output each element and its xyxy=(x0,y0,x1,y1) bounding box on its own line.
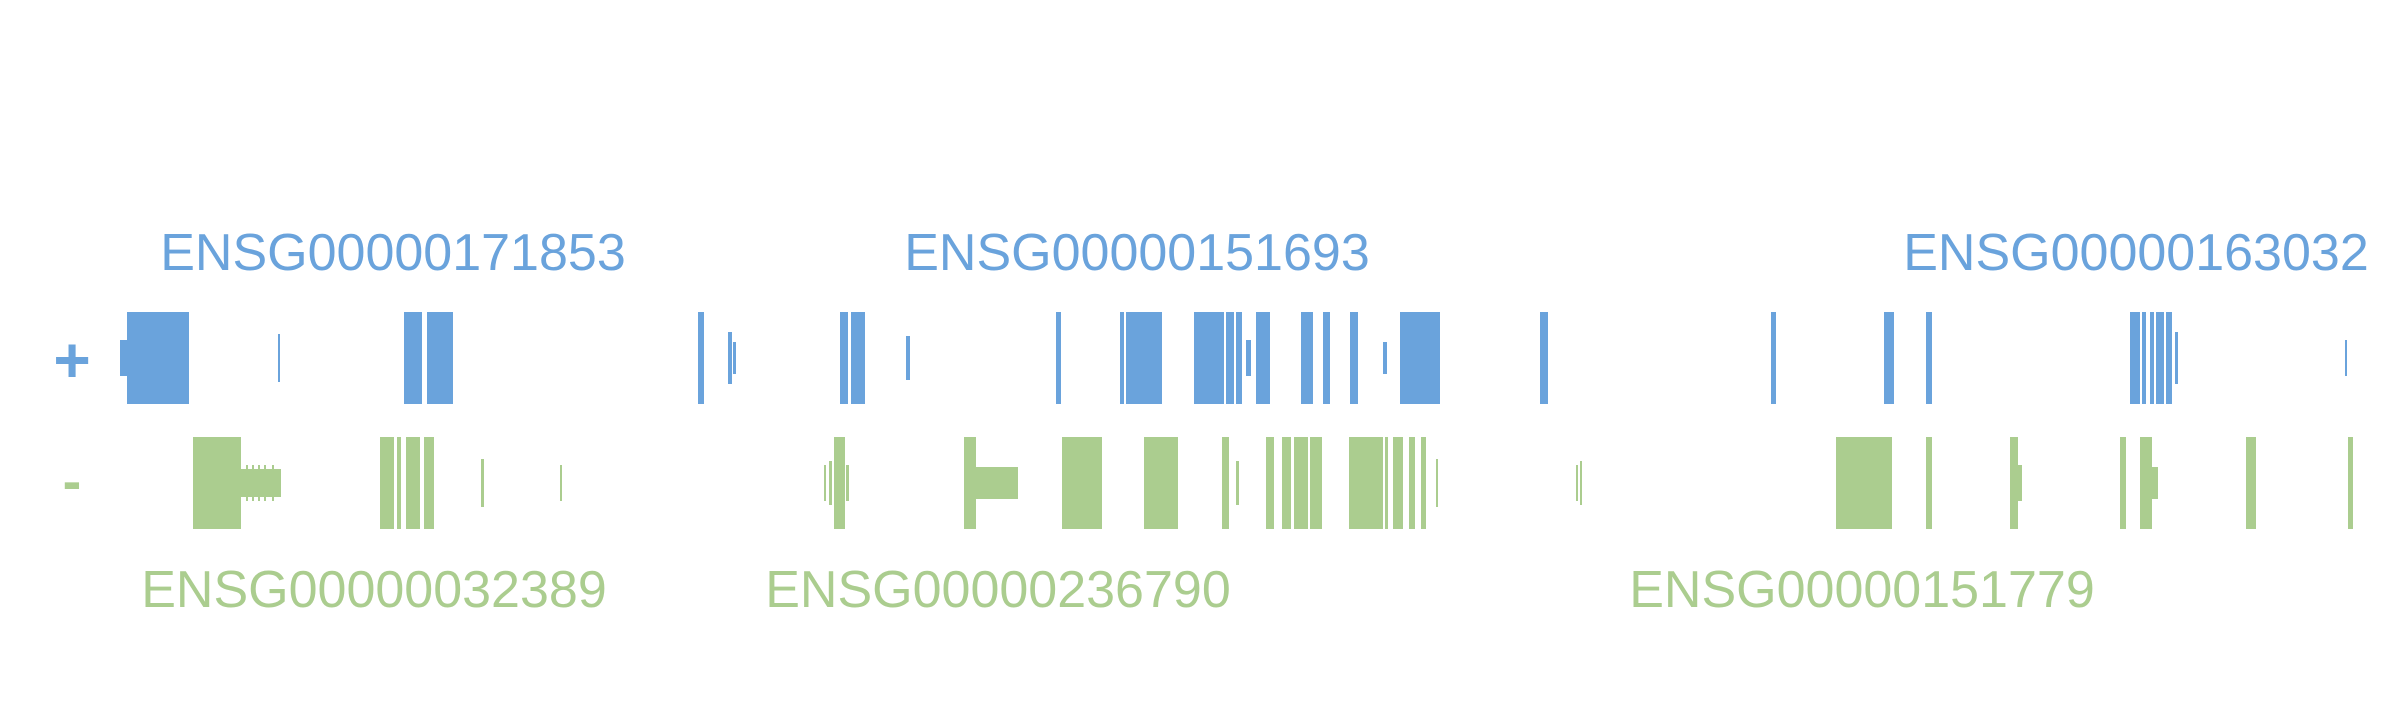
exon-block-minus xyxy=(846,465,849,501)
exon-block-minus xyxy=(1385,437,1388,529)
exon-block-plus xyxy=(1400,312,1440,404)
exon-block-minus xyxy=(560,465,562,501)
exon-block-plus xyxy=(851,312,865,404)
exon-block-minus xyxy=(1576,465,1578,501)
exon-block-minus xyxy=(1436,459,1438,507)
exon-block-minus xyxy=(829,461,832,505)
exon-block-plus xyxy=(2150,312,2154,404)
exon-block-plus xyxy=(906,336,910,380)
plus-strand-label: + xyxy=(53,324,90,396)
exon-block-plus xyxy=(1350,312,1358,404)
exon-block-minus xyxy=(2120,437,2126,529)
gene-label-minus: ENSG00000032389 xyxy=(141,561,607,619)
exon-block-plus xyxy=(698,312,704,404)
exon-block-plus xyxy=(2166,312,2172,404)
exon-block-plus xyxy=(1926,312,1932,404)
exon-block-plus xyxy=(278,334,280,382)
exon-block-minus xyxy=(1926,437,1932,529)
exon-block-plus xyxy=(1056,312,1061,404)
exon-block-plus xyxy=(2134,312,2140,404)
minus-strand-label: - xyxy=(63,449,82,512)
exon-block-minus xyxy=(1236,461,1239,505)
exon-block-minus xyxy=(2152,467,2158,499)
exon-block-plus xyxy=(2345,340,2347,376)
exon-block-plus xyxy=(1323,312,1330,404)
exon-block-minus xyxy=(2348,437,2353,529)
exon-block-minus xyxy=(258,465,260,501)
exon-block-minus xyxy=(2018,465,2022,501)
exon-block-plus xyxy=(2130,312,2134,404)
exon-block-plus xyxy=(1126,312,1162,404)
exon-block-plus xyxy=(1771,312,1776,404)
exon-block-minus xyxy=(1836,437,1892,529)
exon-block-minus xyxy=(1062,437,1102,529)
exon-block-plus xyxy=(2142,312,2146,404)
exon-block-minus xyxy=(1421,437,1426,529)
exon-block-plus xyxy=(1540,312,1548,404)
exon-block-minus xyxy=(380,437,394,529)
exon-block-minus xyxy=(406,437,420,529)
exon-block-plus xyxy=(427,312,453,404)
exon-block-minus xyxy=(976,467,1018,499)
exon-block-plus xyxy=(1226,312,1234,404)
exon-block-minus xyxy=(1310,437,1322,529)
exon-block-minus xyxy=(834,437,845,529)
exon-block-minus xyxy=(272,465,274,501)
exon-block-minus xyxy=(824,465,826,501)
exon-block-plus xyxy=(1383,342,1387,374)
exon-block-minus xyxy=(1144,437,1178,529)
exon-block-minus xyxy=(2140,437,2152,529)
exon-block-minus xyxy=(481,459,484,507)
exon-block-plus xyxy=(2156,312,2164,404)
gene-label-plus: ENSG00000171853 xyxy=(160,224,626,282)
exon-block-minus xyxy=(2246,437,2256,529)
gene-label-minus: ENSG00000151779 xyxy=(1629,561,2095,619)
exon-block-plus xyxy=(1301,312,1313,404)
exon-block-plus xyxy=(1256,312,1270,404)
exon-block-plus xyxy=(733,342,736,374)
exon-block-minus xyxy=(2010,437,2018,529)
gene-label-plus: ENSG00000163032 xyxy=(1903,224,2369,282)
plus-strand-exons xyxy=(120,312,2347,404)
exon-block-plus xyxy=(1246,340,1251,376)
exon-block-minus xyxy=(252,465,254,501)
exon-block-plus xyxy=(1120,312,1124,404)
exon-block-minus xyxy=(1266,437,1274,529)
gene-label-plus: ENSG00000151693 xyxy=(904,224,1370,282)
exon-block-plus xyxy=(127,312,189,404)
exon-block-minus xyxy=(1409,437,1415,529)
exon-block-minus xyxy=(193,437,241,529)
exon-block-minus xyxy=(1282,437,1291,529)
exon-block-minus xyxy=(1393,437,1403,529)
exon-block-minus xyxy=(1294,437,1308,529)
exon-block-minus xyxy=(1580,461,1582,505)
exon-block-plus xyxy=(1236,312,1242,404)
exon-block-plus xyxy=(1884,312,1894,404)
exon-block-minus xyxy=(246,465,248,501)
gene-label-minus: ENSG00000236790 xyxy=(765,561,1231,619)
exon-block-minus xyxy=(424,437,434,529)
exon-block-plus xyxy=(1194,312,1224,404)
exon-block-minus xyxy=(964,437,976,529)
exon-block-plus xyxy=(120,340,128,376)
exon-block-plus xyxy=(404,312,422,404)
exon-block-plus xyxy=(728,332,732,384)
exon-block-minus xyxy=(264,465,266,501)
exon-block-plus xyxy=(2175,332,2178,384)
exon-block-minus xyxy=(1222,437,1229,529)
minus-strand-exons xyxy=(193,437,2353,529)
exon-block-plus xyxy=(840,312,848,404)
exon-block-minus xyxy=(1349,437,1383,529)
exon-block-minus xyxy=(397,437,401,529)
